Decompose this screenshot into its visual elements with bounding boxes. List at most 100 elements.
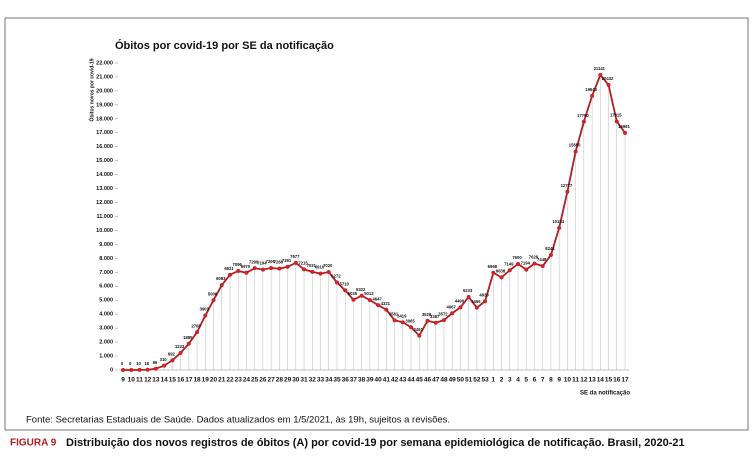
- x-tick-label: 33: [317, 377, 325, 384]
- data-label: 3561: [389, 311, 399, 316]
- x-tick-label: 17: [185, 377, 193, 384]
- x-tick-label: 12: [144, 377, 152, 384]
- data-label: 18: [144, 361, 149, 366]
- data-label: 12777: [561, 183, 573, 188]
- x-tick-label: 11: [572, 377, 579, 384]
- y-tick-label: 8.000: [99, 256, 113, 262]
- data-label: 6968: [488, 264, 498, 269]
- data-label: 5233: [463, 288, 473, 293]
- data-label: 4321: [381, 301, 391, 306]
- x-tick-label: 29: [284, 377, 292, 384]
- point: [392, 318, 397, 323]
- data-label: 3572: [438, 311, 448, 316]
- data-label: 20432: [602, 76, 614, 81]
- point: [441, 318, 447, 323]
- data-label: 8244: [545, 246, 555, 251]
- data-label: 16991: [618, 124, 630, 129]
- x-tick-label: 37: [350, 377, 358, 384]
- point: [227, 272, 233, 277]
- point: [137, 367, 142, 372]
- point: [129, 367, 134, 373]
- y-tick-label: 4.000: [99, 312, 113, 318]
- x-tick-label: 14: [161, 377, 169, 384]
- data-label: 6272: [331, 274, 341, 279]
- y-tick-label: 17.000: [96, 130, 113, 136]
- x-tick-label: 31: [300, 377, 308, 384]
- data-label: 17790: [577, 113, 589, 118]
- data-label: 7194: [257, 261, 267, 266]
- x-tick-label: 42: [391, 377, 399, 384]
- data-label: 5006: [208, 291, 218, 296]
- x-tick-label: 38: [358, 377, 366, 384]
- point: [301, 267, 307, 272]
- x-tick-label: 13: [152, 377, 160, 384]
- y-tick-label: 9.000: [99, 242, 113, 248]
- point: [384, 307, 389, 312]
- point: [408, 325, 414, 330]
- point: [376, 303, 381, 308]
- x-tick-label: 2: [500, 377, 504, 384]
- point: [343, 288, 348, 293]
- data-label: 4647: [372, 296, 382, 301]
- y-tick-label: 6.000: [99, 284, 113, 290]
- point: [236, 268, 241, 274]
- point: [532, 261, 537, 266]
- point: [450, 311, 455, 316]
- y-tick-label: 3.000: [99, 326, 113, 332]
- point: [277, 266, 282, 271]
- point: [195, 330, 200, 335]
- data-label: 96: [153, 360, 158, 365]
- x-tick-label: 22: [226, 377, 234, 384]
- x-tick-label: 52: [473, 377, 481, 384]
- data-label: 10: [136, 361, 141, 366]
- point: [433, 320, 438, 325]
- data-label: 2708: [191, 323, 201, 328]
- x-tick-label: 16: [177, 377, 185, 384]
- y-tick-label: 20.000: [96, 88, 113, 94]
- data-label: 4466: [471, 299, 481, 304]
- point: [466, 294, 471, 300]
- data-label: 7677: [290, 254, 300, 259]
- data-label: 5322: [356, 287, 366, 292]
- data-label: 310: [160, 357, 168, 362]
- data-label: 3419: [397, 313, 407, 318]
- x-tick-label: 30: [292, 377, 300, 384]
- x-tick-label: 15: [605, 377, 613, 384]
- x-tick-label: 19: [202, 377, 210, 384]
- x-tick-label: 14: [597, 377, 605, 384]
- x-tick-label: 10: [564, 377, 572, 384]
- data-label: 15650: [569, 143, 581, 148]
- figure-number: FIGURA 9: [10, 438, 57, 449]
- data-label: 4930: [479, 292, 489, 297]
- y-tick-label: 5.000: [99, 298, 113, 304]
- data-label: 6083: [216, 276, 226, 281]
- data-label: 4067: [447, 304, 457, 309]
- data-label: 7391: [282, 258, 292, 263]
- y-tick-label: 19.000: [96, 102, 113, 108]
- point: [170, 358, 175, 363]
- y-tick-label: 13.000: [96, 186, 113, 192]
- point: [285, 264, 290, 269]
- y-tick-label: 22.000: [96, 60, 113, 66]
- x-tick-label: 9: [557, 377, 561, 384]
- point: [565, 189, 570, 194]
- point: [219, 283, 224, 288]
- point: [598, 72, 603, 78]
- data-label: 2461: [414, 327, 424, 332]
- x-tick-label: 28: [276, 377, 284, 384]
- data-label: 7194: [521, 261, 531, 266]
- x-tick-label: 35: [333, 377, 341, 384]
- data-label: 3065: [405, 318, 415, 323]
- data-label: 7306: [265, 259, 275, 264]
- point: [622, 130, 628, 135]
- point: [606, 82, 611, 87]
- x-tick-label: 10: [128, 377, 136, 384]
- data-label: 4490: [455, 298, 465, 303]
- y-tick-label: 15.000: [96, 158, 113, 164]
- data-label: 1223: [175, 344, 185, 349]
- point: [483, 299, 488, 304]
- data-label: 7149: [504, 261, 514, 266]
- x-tick-label: 8: [549, 377, 553, 384]
- point: [614, 119, 619, 124]
